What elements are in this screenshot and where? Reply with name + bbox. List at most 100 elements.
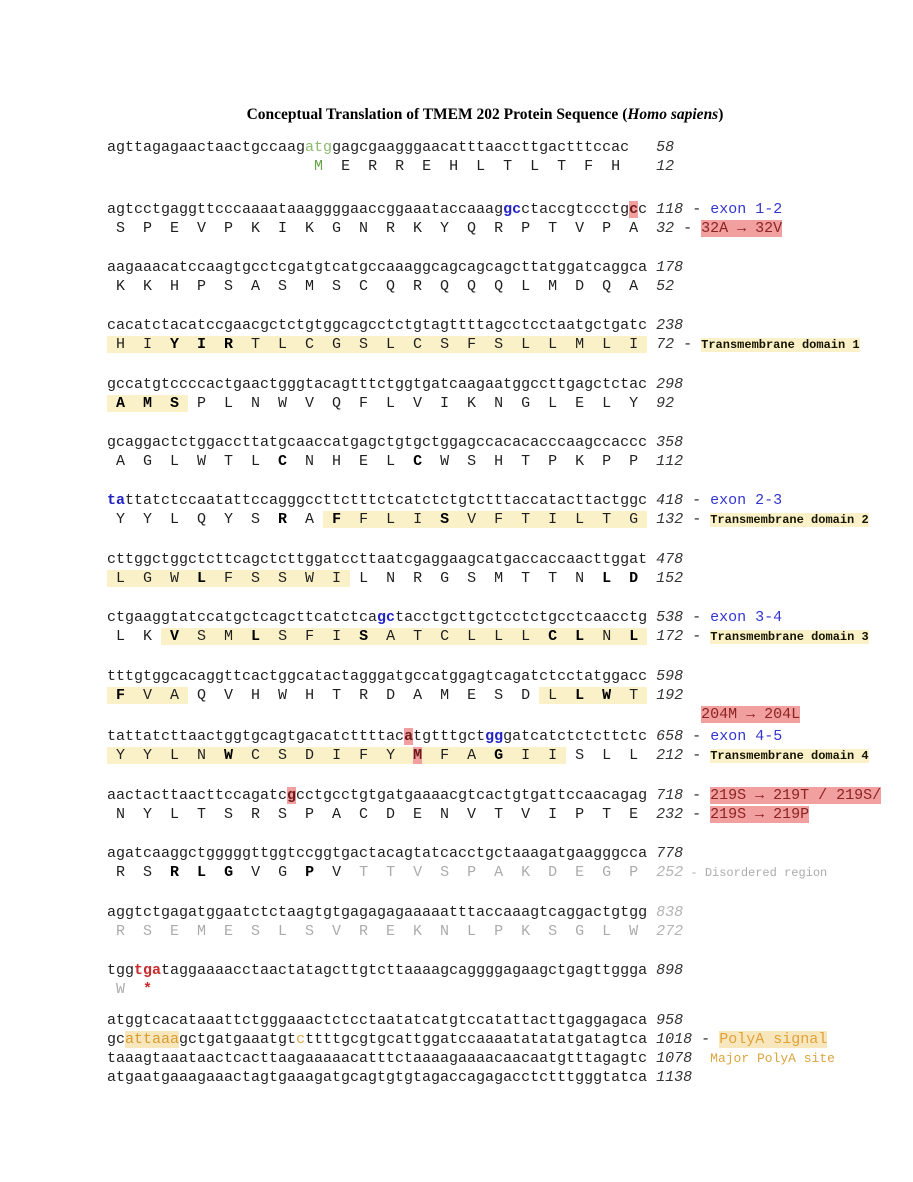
sequence-text <box>647 609 656 626</box>
sequence-text <box>647 728 656 745</box>
bold-domain-residue: S <box>359 628 369 645</box>
domain-residues <box>584 687 603 704</box>
block-12: aactacttaacttccagatcgcctgcctgtgatgaaaacg… <box>107 786 913 824</box>
dna-line-1079-1138: atgaatgaaagaaactagtgaaagatgcagtgtgtagacc… <box>107 1068 913 1087</box>
sequence-text: V <box>314 864 351 881</box>
protein-line-1-12: M E R R E H L T L T F H 12 <box>107 157 913 176</box>
start-residue: M <box>314 158 324 175</box>
sequence-text: ttatctccaatattccagggccttctttctcatctctgtc… <box>125 492 648 509</box>
block-14: aggtctgagatggaatctctaagtgtgagagagaaaaatt… <box>107 903 913 941</box>
sequence-text: taaagtaaataactcacttaagaaaaacatttctaaaaga… <box>107 1050 648 1067</box>
protein-line-113-132: Y Y L Q Y S R A F F L I S V F T I L T G … <box>107 510 913 530</box>
position-number: 658 <box>656 728 684 745</box>
block-6: gcaggactctggaccttatgcaaccatgagctgtgctgga… <box>107 433 913 471</box>
bold-residue: L <box>602 570 612 587</box>
untranslated-residues: T T V S P A K D E G P <box>350 864 639 881</box>
transmembrane-domain-annotation: Transmembrane domain 3 <box>710 630 869 644</box>
dna-line-119-178: aagaaacatccaagtgcctcgatgtcatgccaaaggcagc… <box>107 258 913 277</box>
position-number: 232 <box>656 806 684 823</box>
block-8: cttggctggctcttcagctcttggatccttaatcgaggaa… <box>107 550 913 588</box>
sequence-text <box>107 158 314 175</box>
block-15: tggtgataggaaaacctaactatagcttgtcttaaaagca… <box>107 961 913 999</box>
block-5: gccatgtccccactgaactgggtacagtttctggtgatca… <box>107 375 913 413</box>
domain-residues: T <box>611 687 648 704</box>
sequence-text <box>611 570 629 587</box>
exon-annotation: exon 4-5 <box>710 728 783 745</box>
domain-residues: T L C G S L C S F S L L M L I <box>233 336 648 353</box>
protein-line-173-192: F V A Q V H W H T R D A M E S D L L W T … <box>107 686 913 705</box>
protein-line-253-272: R S E M E S L S V R E K N L P K S G L W … <box>107 922 913 941</box>
domain-residues: C S D I F Y <box>233 747 414 764</box>
bold-residue: L <box>197 864 207 881</box>
position-number: 118 <box>656 201 684 218</box>
sequence-text <box>179 864 197 881</box>
dna-line-239-298: gccatgtccccactgaactgggtacagtttctggtgatca… <box>107 375 913 394</box>
sequence-text <box>647 845 656 862</box>
position-number: 298 <box>656 376 684 393</box>
sequence-text: gc <box>107 1031 126 1048</box>
sequence-text: tttgtggcacaggttcactggcatactagggatgccatgg… <box>107 668 648 685</box>
position-number: 958 <box>656 1012 684 1029</box>
sequence-text <box>647 336 656 353</box>
sequence-text: aagaaacatccaagtgcctcgatgtcatgccaaaggcagc… <box>107 259 648 276</box>
bold-residue: D <box>629 570 639 587</box>
exon-boundary-bases: gg <box>485 728 504 745</box>
sequence-text <box>647 201 656 218</box>
sequence-text: tacctgcttgctcctctgcctcaacctg <box>395 609 648 626</box>
block-9: ctgaaggtatccatgctcagcttcatctcagctacctgct… <box>107 608 913 647</box>
sequence-text <box>692 1050 710 1067</box>
sequence-text: A G L W T L <box>107 453 279 470</box>
position-number: 172 <box>656 628 684 645</box>
exon-boundary-bases: gc <box>503 201 522 218</box>
polya-signal-sequence: attaaa <box>125 1031 180 1048</box>
exon-annotation: exon 2-3 <box>710 492 783 509</box>
bold-domain-residue: L <box>575 628 585 645</box>
domain-residues: V F T I L T G <box>449 511 648 528</box>
polya-signal-annotation: PolyA signal <box>719 1031 828 1048</box>
sequence-text: gccatgtccccactgaactgggtacagtttctggtgatca… <box>107 376 648 393</box>
annotation-line-204: 204M → 204L <box>107 705 913 724</box>
highlighted-variant-base: g <box>287 787 297 804</box>
dna-line-899-958: atggtcacataaattctgggaaactctcctaatatcatgt… <box>107 1011 913 1030</box>
block-16: atggtcacataaattctgggaaactctcctaatatcatgt… <box>107 1011 913 1087</box>
sequence-text: agatcaaggctgggggttggtccggtgactacagtatcac… <box>107 845 648 862</box>
protein-line-133-152: L G W L F S S W I L N R G S M T T N L D … <box>107 569 913 588</box>
block-7: tattatctccaatattccagggccttctttctcatctctg… <box>107 491 913 530</box>
sequence-text <box>647 376 656 393</box>
bold-domain-residue: G <box>494 747 504 764</box>
sequence-text <box>206 864 224 881</box>
transmembrane-domain-annotation: Transmembrane domain 1 <box>701 338 860 352</box>
protein-line-153-172: L K V S M L S F I S A T C L L L C L N L … <box>107 627 913 647</box>
sequence-text: ttttgcgtgcattggatccaaaatatatatgatagtca <box>305 1031 648 1048</box>
exon-annotation: exon 1-2 <box>710 201 783 218</box>
position-number: 252 <box>656 864 684 881</box>
sequence-text <box>638 570 656 587</box>
sequence-text: N Y L T S R S P A C D E N V T V I P T E <box>107 806 639 823</box>
domain-residues <box>107 687 117 704</box>
page-title: Conceptual Translation of TMEM 202 Prote… <box>100 0 870 124</box>
sequence-text: c <box>638 201 648 218</box>
block-1: agttagagaactaactgccaagatggagcgaagggaacat… <box>107 138 913 176</box>
sequence-text: - <box>683 728 711 745</box>
sequence-text: aactacttaacttccagatc <box>107 787 288 804</box>
sequence-text: W S H T P K P P <box>422 453 639 470</box>
sequence-text <box>638 747 656 764</box>
block-11: tattatcttaactggtgcagtgacatcttttacatgtttg… <box>107 727 913 766</box>
sequence-text: E R R E H L T L T F H <box>323 158 621 175</box>
highlighted-variant-base: c <box>629 201 639 218</box>
domain-residues: H I <box>107 336 171 353</box>
protein-line-233-252: R S R L G V G P V T T V S P A K D E G P … <box>107 863 913 883</box>
sequence-text: tattatcttaactggtgcagtgacatcttttac <box>107 728 405 745</box>
sequence-text <box>647 551 656 568</box>
sequence-text: K K H P S A S M S C Q R Q Q Q L M D Q A <box>107 278 639 295</box>
sequence-text: - <box>683 201 711 218</box>
sequence-text: tgg <box>107 962 135 979</box>
position-number: 838 <box>656 904 684 921</box>
block-4: cacatctacatccgaacgctctgtggcagcctctgtagtt… <box>107 316 913 355</box>
protein-line-13-32: S P E V P K I K G N R K Y Q R P T V P A … <box>107 219 913 238</box>
mutation-annotation: 32A → 32V <box>701 220 783 237</box>
sequence-text: ctgaaggtatccatgctcagcttcatctca <box>107 609 378 626</box>
dna-line-1019-1078: taaagtaaataactcacttaagaaaaacatttctaaaaga… <box>107 1049 913 1068</box>
domain-residues: V A <box>125 687 189 704</box>
sequence-text: - <box>674 336 702 353</box>
